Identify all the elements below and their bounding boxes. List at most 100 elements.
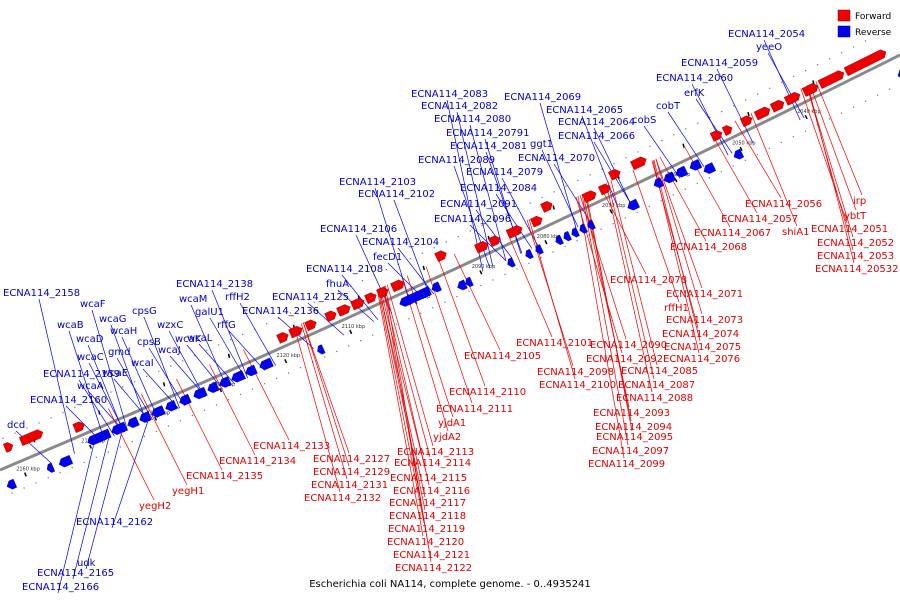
reverse-gene-label[interactable]: wcaC bbox=[77, 352, 104, 363]
reverse-gene-arrow[interactable] bbox=[579, 223, 588, 234]
reverse-gene-label[interactable]: ECNA114_2138 bbox=[176, 279, 253, 290]
reverse-gene-label[interactable]: ECNA114_2160 bbox=[30, 395, 107, 406]
forward-gene-label[interactable]: ECNA114_2078 bbox=[610, 275, 687, 286]
forward-gene-label[interactable]: ECNA114_2056 bbox=[745, 199, 822, 210]
reverse-gene-label[interactable]: ECNA114_2064 bbox=[558, 117, 635, 128]
reverse-gene-label[interactable]: cpsG bbox=[132, 306, 157, 317]
reverse-gene-arrow[interactable] bbox=[457, 279, 468, 291]
reverse-gene-label[interactable]: wcaL bbox=[187, 333, 213, 344]
forward-gene-label[interactable]: ECNA114_2113 bbox=[397, 447, 474, 458]
forward-gene-arrow[interactable] bbox=[364, 292, 377, 305]
forward-gene-label[interactable]: ybtT bbox=[844, 211, 867, 222]
forward-gene-label[interactable]: ECNA114_2087 bbox=[618, 380, 695, 391]
forward-gene-label[interactable]: ECNA114_2122 bbox=[395, 563, 472, 574]
forward-gene-label[interactable]: ECNA114_2052 bbox=[817, 238, 894, 249]
forward-gene-label[interactable]: ECNA114_2134 bbox=[219, 456, 296, 467]
forward-gene-label[interactable]: ECNA114_2132 bbox=[304, 493, 381, 504]
reverse-gene-arrow[interactable] bbox=[587, 219, 596, 230]
forward-gene-label[interactable]: ECNA114_2135 bbox=[186, 471, 263, 482]
reverse-gene-arrow[interactable] bbox=[535, 244, 544, 255]
forward-gene-arrow[interactable] bbox=[783, 91, 801, 106]
forward-gene-arrow[interactable] bbox=[2, 442, 14, 453]
forward-gene-label[interactable]: ECNA114_2057 bbox=[721, 214, 798, 225]
reverse-gene-arrow[interactable] bbox=[193, 386, 208, 400]
reverse-gene-label[interactable]: ECNA114_2125 bbox=[272, 292, 349, 303]
reverse-gene-label[interactable]: ECNA114_2083 bbox=[411, 89, 488, 100]
forward-gene-arrow[interactable] bbox=[817, 70, 845, 89]
forward-gene-arrow[interactable] bbox=[709, 130, 723, 142]
forward-gene-arrow[interactable] bbox=[753, 106, 771, 121]
reverse-gene-label[interactable]: ECNA114_2158 bbox=[3, 288, 80, 299]
forward-gene-label[interactable]: ECNA114_2097 bbox=[592, 446, 669, 457]
reverse-gene-label[interactable]: yeeO bbox=[756, 42, 782, 53]
reverse-gene-label[interactable]: ECNA114_2104 bbox=[362, 237, 439, 248]
forward-gene-label[interactable]: ECNA114_2119 bbox=[388, 524, 465, 535]
reverse-gene-arrow[interactable] bbox=[127, 416, 140, 429]
reverse-gene-label[interactable]: ECNA114_2091 bbox=[440, 199, 517, 210]
reverse-gene-label[interactable]: wcaF bbox=[80, 299, 106, 310]
reverse-gene-arrow[interactable] bbox=[179, 393, 192, 406]
reverse-gene-arrow[interactable] bbox=[259, 357, 274, 371]
forward-gene-arrow[interactable] bbox=[376, 286, 389, 299]
reverse-gene-label[interactable]: ECNA114_2136 bbox=[242, 306, 319, 317]
forward-gene-arrow[interactable] bbox=[72, 421, 85, 433]
forward-gene-label[interactable]: rffH1 bbox=[664, 303, 689, 314]
forward-gene-arrow[interactable] bbox=[474, 240, 489, 254]
reverse-gene-label[interactable]: rffG bbox=[217, 320, 236, 331]
reverse-gene-arrow[interactable] bbox=[231, 370, 246, 383]
forward-gene-label[interactable]: ECNA114_2110 bbox=[449, 387, 526, 398]
forward-gene-arrow[interactable] bbox=[769, 99, 785, 113]
reverse-gene-label[interactable]: galU1 bbox=[195, 307, 224, 318]
forward-gene-arrow[interactable] bbox=[801, 83, 819, 97]
forward-gene-arrow[interactable] bbox=[581, 190, 597, 203]
reverse-gene-arrow[interactable] bbox=[399, 286, 432, 307]
reverse-gene-label[interactable]: ECNA114_2082 bbox=[421, 101, 498, 112]
reverse-gene-label[interactable]: ECNA114_2089 bbox=[418, 155, 495, 166]
reverse-gene-arrow[interactable] bbox=[207, 381, 220, 394]
reverse-gene-arrow[interactable] bbox=[465, 276, 474, 287]
reverse-gene-label[interactable]: ECNA114_2080 bbox=[434, 114, 511, 125]
reverse-gene-label[interactable]: ECNA114_2059 bbox=[681, 58, 758, 69]
reverse-gene-label[interactable]: ECNA114_2108 bbox=[306, 264, 383, 275]
forward-gene-label[interactable]: ECNA114_2051 bbox=[811, 224, 888, 235]
forward-gene-arrow[interactable] bbox=[390, 279, 405, 293]
reverse-gene-arrow[interactable] bbox=[663, 171, 677, 184]
reverse-gene-label[interactable]: ECNA114_2165 bbox=[37, 568, 114, 579]
reverse-gene-label[interactable]: erfK bbox=[684, 88, 705, 99]
reverse-gene-arrow[interactable] bbox=[151, 405, 166, 418]
reverse-gene-arrow[interactable] bbox=[6, 478, 18, 490]
forward-gene-label[interactable]: ECNA114_2101 bbox=[516, 338, 593, 349]
forward-gene-label[interactable]: ECNA114_2105 bbox=[464, 351, 541, 362]
reverse-gene-label[interactable]: wcaK bbox=[175, 334, 202, 345]
forward-gene-label[interactable]: ECNA114_2095 bbox=[596, 432, 673, 443]
reverse-gene-label[interactable]: ECNA114_2166 bbox=[22, 582, 99, 593]
reverse-gene-arrow[interactable] bbox=[675, 165, 689, 178]
forward-gene-label[interactable]: ECNA114_2120 bbox=[387, 537, 464, 548]
reverse-gene-arrow[interactable] bbox=[571, 227, 580, 238]
reverse-gene-arrow[interactable] bbox=[245, 364, 258, 377]
forward-gene-label[interactable]: ECNA114_2115 bbox=[390, 473, 467, 484]
forward-gene-label[interactable]: ECNA114_20532 bbox=[815, 264, 899, 275]
forward-gene-label[interactable]: ECNA114_2076 bbox=[663, 354, 740, 365]
reverse-gene-arrow[interactable] bbox=[165, 399, 178, 412]
reverse-gene-arrow[interactable] bbox=[563, 231, 572, 242]
forward-gene-arrow[interactable] bbox=[336, 304, 351, 317]
forward-gene-label[interactable]: ECNA114_2093 bbox=[593, 408, 670, 419]
forward-gene-label[interactable]: ECNA114_2133 bbox=[253, 441, 330, 452]
reverse-gene-arrow[interactable] bbox=[87, 428, 112, 446]
forward-gene-arrow[interactable] bbox=[488, 235, 501, 248]
reverse-gene-arrow[interactable] bbox=[627, 198, 640, 211]
forward-gene-label[interactable]: ECNA114_2075 bbox=[664, 342, 741, 353]
reverse-gene-label[interactable]: ECNA114_2103 bbox=[339, 177, 416, 188]
forward-gene-arrow[interactable] bbox=[530, 215, 543, 228]
forward-gene-label[interactable]: ECNA114_2094 bbox=[595, 422, 672, 433]
forward-gene-label[interactable]: ECNA114_2099 bbox=[588, 459, 665, 470]
reverse-gene-label[interactable]: ECNA114_2069 bbox=[504, 92, 581, 103]
forward-gene-arrow[interactable] bbox=[18, 429, 44, 446]
forward-gene-arrow[interactable] bbox=[288, 325, 303, 339]
reverse-gene-label[interactable]: wcaB bbox=[57, 320, 84, 331]
forward-gene-arrow[interactable] bbox=[721, 125, 733, 136]
reverse-gene-label[interactable]: dcd bbox=[7, 420, 25, 431]
reverse-gene-arrow[interactable] bbox=[525, 248, 534, 260]
forward-gene-label[interactable]: yjdA1 bbox=[438, 418, 466, 429]
